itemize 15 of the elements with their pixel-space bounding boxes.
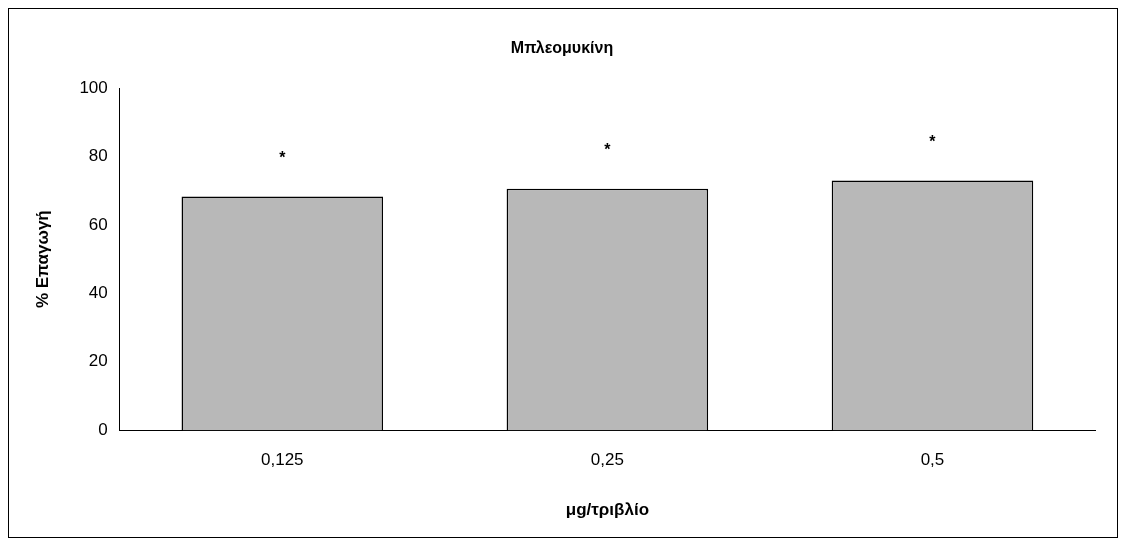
x-tick-label: 0,125 [261,450,304,470]
x-axis-title: μg/τριβλίο [565,500,650,520]
y-axis-title: % Επαγωγή [32,210,52,309]
annotation: * [604,141,612,159]
y-tick-label: 40 [88,283,108,303]
y-tick-label: 100 [79,77,108,97]
annotation: * [279,149,287,167]
annotation: * [929,132,937,150]
chart-title: Μπλεομυκίνη [510,39,614,57]
y-tick-label: 0 [98,419,108,439]
y-tick-label: 20 [88,351,108,371]
y-tick-label: 80 [88,146,108,166]
x-tick-label: 0,25 [590,450,624,470]
x-tick-label: 0,5 [920,450,945,470]
y-tick-label: 60 [88,214,108,234]
